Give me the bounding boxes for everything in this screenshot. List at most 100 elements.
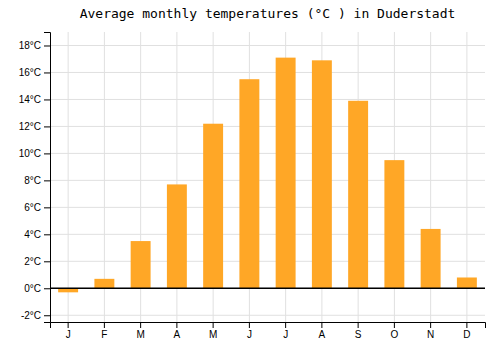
y-tick-mark	[44, 207, 50, 208]
bar	[384, 160, 404, 288]
x-tick: M	[136, 322, 144, 340]
y-tick: 14°C	[19, 94, 50, 105]
y-grid-line	[50, 126, 485, 127]
x-tick: A	[319, 322, 326, 340]
bar	[203, 124, 223, 289]
x-tick-mark	[176, 322, 177, 328]
x-tick: F	[101, 322, 107, 340]
x-tick-mark	[104, 322, 105, 328]
x-axis: JFMAMJJASOND	[51, 322, 486, 340]
y-grid-line	[50, 288, 485, 289]
y-tick: 10°C	[19, 148, 50, 159]
y-axis: -2°C 0°C 2°C 4°C 6°C 8°C 10°C 12°C 14°C 16°C 18°C	[19, 33, 51, 323]
y-grid-line	[50, 315, 485, 316]
x-tick-label: F	[101, 329, 107, 340]
y-tick-label: -2°C	[21, 310, 41, 321]
x-axis-line	[51, 323, 486, 329]
y-grid-line	[50, 207, 485, 208]
x-tick: M	[209, 322, 217, 340]
bar	[348, 101, 368, 288]
y-tick-label: 16°C	[19, 67, 41, 78]
x-tick-label: D	[463, 329, 470, 340]
x-tick-mark	[140, 322, 141, 328]
y-tick-label: 6°C	[24, 202, 41, 213]
y-tick-mark	[44, 315, 50, 316]
x-tick: O	[390, 322, 398, 340]
x-tick: J	[283, 322, 288, 340]
bar	[94, 279, 114, 288]
y-tick: 2°C	[24, 256, 50, 267]
y-tick-label: 2°C	[24, 256, 41, 267]
x-tick-label: M	[209, 329, 217, 340]
y-tick: 6°C	[24, 202, 50, 213]
x-tick-label: N	[427, 329, 434, 340]
x-tick-mark	[285, 322, 286, 328]
y-tick-mark	[44, 261, 50, 262]
zero-line	[50, 288, 485, 290]
y-tick-mark	[44, 45, 50, 46]
bar	[167, 184, 187, 288]
y-tick-mark	[44, 234, 50, 235]
y-tick-label: 10°C	[19, 148, 41, 159]
x-tick-mark	[466, 322, 467, 328]
y-grid-line	[50, 45, 485, 46]
x-tick: N	[427, 322, 434, 340]
y-tick-label: 14°C	[19, 94, 41, 105]
y-tick: 8°C	[24, 175, 50, 186]
y-grid-line	[50, 234, 485, 235]
y-tick-mark	[44, 288, 50, 289]
bar	[457, 277, 477, 288]
y-axis-line	[44, 33, 51, 323]
x-tick-label: A	[174, 329, 181, 340]
x-tick: J	[66, 322, 71, 340]
x-tick-mark	[213, 322, 214, 328]
x-tick: S	[355, 322, 362, 340]
x-grid-line	[68, 32, 69, 322]
y-grid-line	[50, 99, 485, 100]
y-grid-line	[50, 261, 485, 262]
x-tick-label: J	[247, 329, 252, 340]
x-tick-mark	[394, 322, 395, 328]
title: Average monthly temperatures (°C ) in Du…	[80, 6, 456, 21]
y-tick-label: 18°C	[19, 40, 41, 51]
y-tick-label: 4°C	[24, 229, 41, 240]
y-tick: 18°C	[19, 40, 50, 51]
x-tick-label: J	[283, 329, 288, 340]
y-tick-mark	[44, 99, 50, 100]
x-tick: J	[247, 322, 252, 340]
x-tick-label: M	[136, 329, 144, 340]
bar	[239, 79, 259, 288]
y-grid-line	[50, 153, 485, 154]
x-tick-label: A	[319, 329, 326, 340]
y-tick: 12°C	[19, 121, 50, 132]
x-tick-label: S	[355, 329, 362, 340]
x-tick-label: O	[390, 329, 398, 340]
y-tick-label: 12°C	[19, 121, 41, 132]
x-tick-mark	[68, 322, 69, 328]
x-tick-mark	[321, 322, 322, 328]
x-grid-line	[104, 32, 105, 322]
chart: -2°C 0°C 2°C 4°C 6°C 8°C 10°C 12°C 14°C 16°C 18°C J…	[0, 0, 500, 350]
x-tick-mark	[249, 322, 250, 328]
y-grid-line	[50, 180, 485, 181]
y-tick-mark	[44, 72, 50, 73]
y-tick-label: 8°C	[24, 175, 41, 186]
y-grid-line	[50, 72, 485, 73]
grid	[50, 32, 485, 322]
bar	[312, 60, 332, 288]
bar	[276, 58, 296, 289]
bar	[131, 241, 151, 288]
y-tick-mark	[44, 153, 50, 154]
y-tick: -2°C	[21, 310, 50, 321]
y-tick-label: 0°C	[24, 283, 41, 294]
x-tick-mark	[358, 322, 359, 328]
y-tick: 4°C	[24, 229, 50, 240]
y-tick-mark	[44, 180, 50, 181]
x-tick: D	[463, 322, 470, 340]
x-tick-label: J	[66, 329, 71, 340]
x-tick-mark	[430, 322, 431, 328]
y-tick: 0°C	[24, 283, 50, 294]
plot-area	[50, 58, 485, 293]
y-tick: 16°C	[19, 67, 50, 78]
y-tick-mark	[44, 126, 50, 127]
